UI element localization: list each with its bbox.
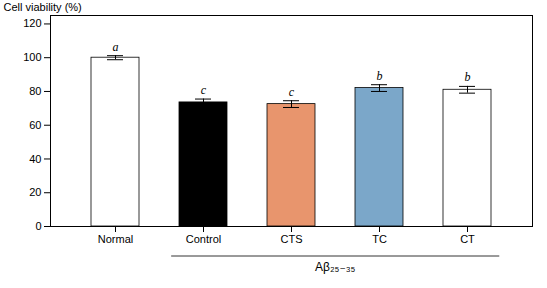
svg-text:80: 80 — [29, 85, 41, 97]
svg-text:c: c — [201, 83, 207, 97]
svg-text:40: 40 — [29, 153, 41, 165]
svg-text:120: 120 — [23, 17, 41, 29]
svg-text:b: b — [465, 70, 471, 84]
svg-text:CT: CT — [460, 233, 475, 245]
svg-text:100: 100 — [23, 51, 41, 63]
svg-text:0: 0 — [35, 220, 41, 232]
svg-text:Control: Control — [186, 233, 221, 245]
svg-text:CTS: CTS — [281, 233, 303, 245]
svg-text:60: 60 — [29, 119, 41, 131]
svg-text:Aβ₂₅₋₃₅: Aβ₂₅₋₃₅ — [315, 260, 356, 274]
svg-text:a: a — [113, 40, 119, 54]
svg-text:Normal: Normal — [98, 233, 133, 245]
svg-text:Cell viability (%): Cell viability (%) — [4, 1, 82, 13]
svg-text:b: b — [377, 69, 383, 83]
svg-text:TC: TC — [372, 233, 387, 245]
svg-text:20: 20 — [29, 186, 41, 198]
svg-text:c: c — [289, 85, 295, 99]
